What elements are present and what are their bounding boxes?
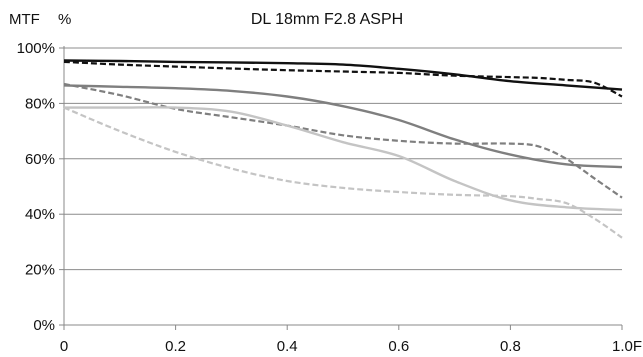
y-axis-label: MTF [9,11,40,28]
y-tick-label: 80% [25,95,55,112]
x-tick-label: 1.0F [612,338,642,355]
y-axis-unit: % [58,11,71,28]
mtf-curve-2-dashed [63,60,623,98]
tick-labels: 0% 20% 40% 60% 80% 100% 0 0.2 0.4 0.6 0.8 1.0F [17,40,642,355]
mtf-curve-3-solid [63,84,623,169]
y-tick-label: 40% [25,206,55,223]
mtf-curve-1-solid [63,59,623,91]
y-tick-label: 60% [25,151,55,168]
mtf-curve-6-dashed [63,106,623,239]
x-tick-label: 0.8 [500,338,521,355]
x-tick-label: 0.6 [388,338,409,355]
y-tick-label: 100% [17,40,55,57]
gridlines [64,47,622,271]
chart-title: DL 18mm F2.8 ASPH [251,11,403,28]
mtf-curve-5-solid [64,106,623,212]
y-tick-label: 20% [25,262,55,279]
x-tick-label: 0.2 [165,338,186,355]
x-tick-label: 0 [60,338,68,355]
x-tick-label: 0.4 [277,338,298,355]
y-tick-label: 0% [33,317,55,334]
series-group [63,59,623,239]
axes [59,46,623,330]
